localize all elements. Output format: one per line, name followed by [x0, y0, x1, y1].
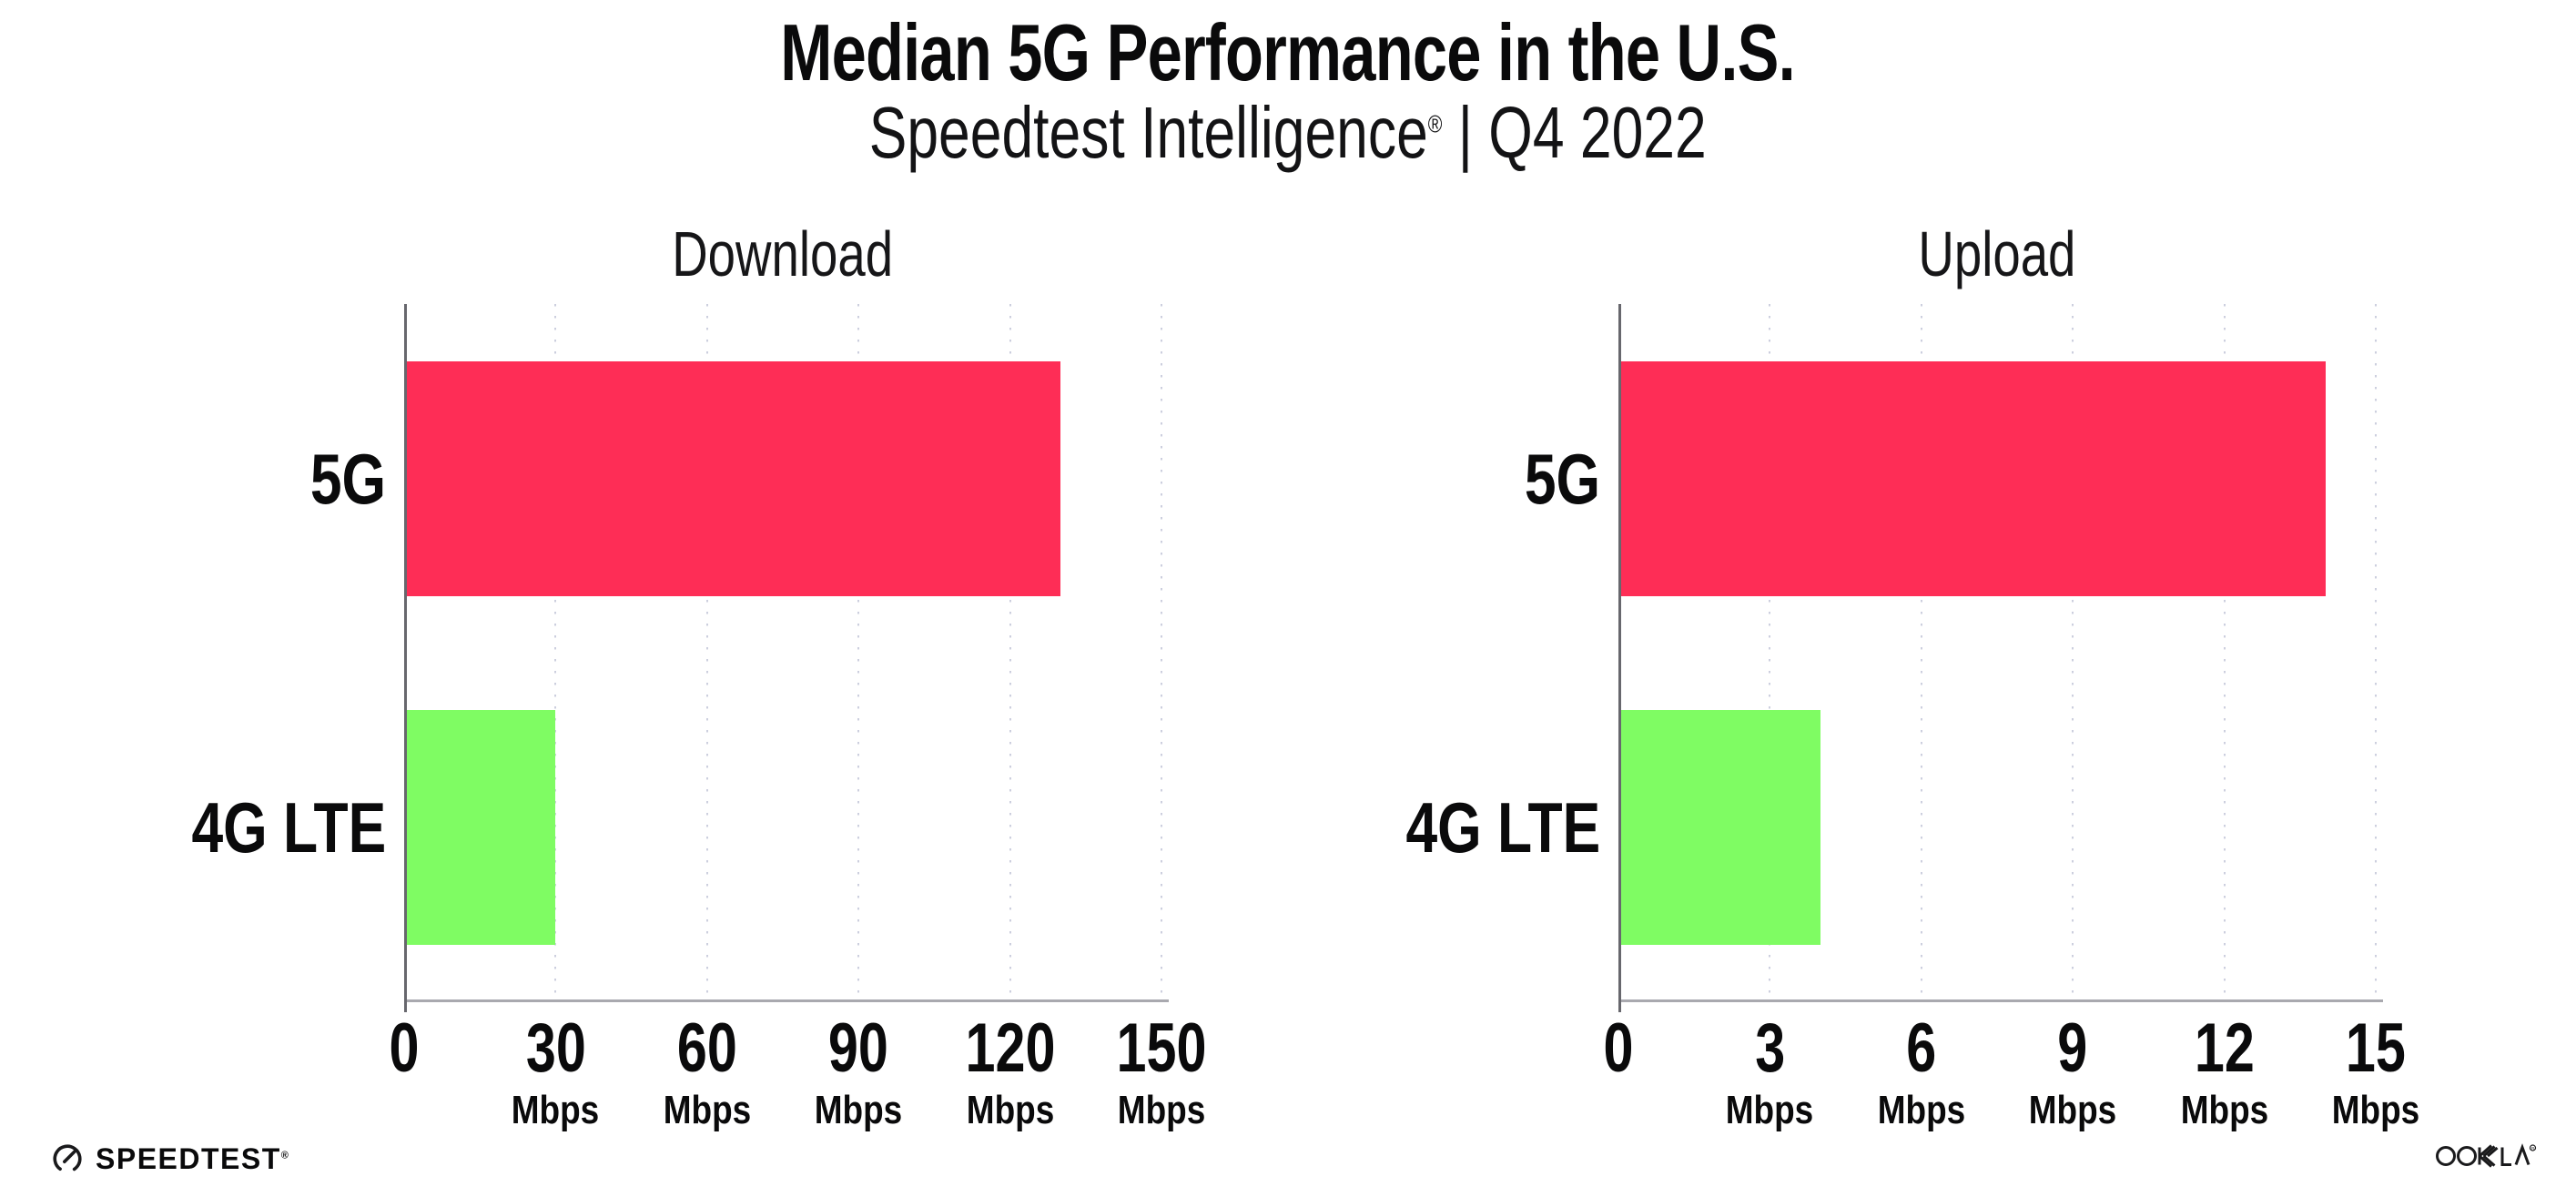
y-axis-spine	[404, 304, 407, 1012]
x-tick-60: 60 Mbps	[654, 1014, 759, 1131]
tick-unit: Mbps	[2331, 1088, 2420, 1132]
download-chart: Download 5G 4G LTE 0 30 Mbps 60 Mbps 90 Mbps 120 M…	[186, 218, 1206, 1141]
x-tick-150: 150 Mbps	[1104, 1014, 1220, 1131]
tick-value: 3	[1754, 1009, 1785, 1087]
subtitle-period: | Q4 2022	[1442, 92, 1707, 173]
bar-4g-lte-download	[404, 710, 556, 945]
tick-value: 0	[389, 1009, 420, 1087]
x-tick-90: 90 Mbps	[806, 1014, 911, 1131]
tick-value: 30	[525, 1009, 586, 1087]
x-axis-line	[404, 999, 1169, 1002]
svg-text:R: R	[2531, 1146, 2535, 1151]
gridline-120	[1009, 304, 1011, 1001]
tick-unit: Mbps	[1877, 1088, 1966, 1132]
ookla-wordmark: R	[2436, 1143, 2537, 1168]
x-tick-30: 30 Mbps	[503, 1014, 608, 1131]
speedtest-wordmark: SPEEDTEST®	[96, 1142, 290, 1175]
tick-unit: Mbps	[966, 1088, 1054, 1132]
gridline-6	[1920, 304, 1922, 1001]
x-tick-15: 15 Mbps	[2324, 1014, 2429, 1131]
tick-value: 0	[1603, 1009, 1634, 1087]
x-tick-9: 9 Mbps	[2021, 1014, 2125, 1131]
tick-value: 120	[965, 1009, 1056, 1087]
chart-title-upload: Upload	[1918, 218, 2076, 289]
gridline-150	[1161, 304, 1162, 1001]
bar-4g-lte-upload	[1618, 710, 1820, 945]
speedtest-gauge-icon	[53, 1144, 82, 1173]
tick-value: 6	[1906, 1009, 1937, 1087]
gridline-3	[1769, 304, 1771, 1001]
tick-value: 60	[676, 1009, 737, 1087]
subtitle-brand: Speedtest Intelligence	[869, 92, 1429, 173]
page-subtitle-text: Speedtest Intelligence® | Q4 2022	[869, 95, 1707, 171]
registered-mark: ®	[280, 1150, 290, 1161]
gridline-9	[2072, 304, 2074, 1001]
tick-value: 9	[2057, 1009, 2088, 1087]
upload-plot-area: 5G 4G LTE 0 3 Mbps 6 Mbps 9 Mbps 12 Mbps 15 Mbps	[1405, 304, 2419, 1131]
speedtest-logo: SPEEDTEST®	[51, 1142, 289, 1175]
category-label-5g: 5G	[309, 439, 386, 519]
download-plot-area: 5G 4G LTE 0 30 Mbps 60 Mbps 90 Mbps 120 Mbps 150 Mbp…	[191, 304, 1206, 1131]
x-tick-120: 120 Mbps	[952, 1014, 1068, 1131]
gridline-60	[705, 304, 708, 1001]
tick-value: 150	[1116, 1009, 1207, 1087]
category-label-4g-lte: 4G LTE	[191, 787, 386, 867]
tick-unit: Mbps	[1117, 1088, 1206, 1132]
bar-5g-upload	[1618, 361, 2326, 596]
tick-unit: Mbps	[512, 1088, 600, 1132]
tick-value: 90	[828, 1009, 889, 1087]
gridline-30	[554, 304, 557, 1001]
gridline-15	[2375, 304, 2377, 1001]
tick-value: 12	[2194, 1009, 2255, 1087]
category-label-5g: 5G	[1524, 439, 1600, 519]
gridline-12	[2223, 304, 2226, 1001]
page-subtitle: Speedtest Intelligence® | Q4 2022	[0, 95, 2576, 171]
x-tick-0: 0	[385, 1014, 423, 1083]
gridline-90	[857, 304, 860, 1001]
ookla-logo: R	[2436, 1141, 2538, 1173]
registered-mark: ®	[1428, 109, 1443, 138]
page-title: Median 5G Performance in the U.S.	[0, 7, 2576, 97]
bar-5g-download	[404, 361, 1061, 596]
x-tick-3: 3 Mbps	[1718, 1014, 1822, 1131]
x-tick-12: 12 Mbps	[2172, 1014, 2277, 1131]
chart-title-download: Download	[672, 218, 894, 289]
x-tick-0: 0	[1599, 1014, 1638, 1083]
tick-value: 15	[2346, 1009, 2406, 1087]
upload-chart: Upload 5G 4G LTE 0 3 Mbps 6 Mbps 9 Mbps 12 Mbps 15 M…	[1400, 218, 2419, 1141]
x-axis-line	[1618, 999, 2383, 1002]
tick-unit: Mbps	[2028, 1088, 2117, 1132]
tick-unit: Mbps	[1726, 1088, 1814, 1132]
tick-unit: Mbps	[814, 1088, 903, 1132]
x-tick-6: 6 Mbps	[1869, 1014, 1973, 1131]
page-title-text: Median 5G Performance in the U.S.	[780, 7, 1797, 97]
tick-unit: Mbps	[663, 1088, 752, 1132]
tick-unit: Mbps	[2180, 1088, 2268, 1132]
category-label-4g-lte: 4G LTE	[1405, 787, 1600, 867]
y-axis-spine	[1618, 304, 1621, 1012]
